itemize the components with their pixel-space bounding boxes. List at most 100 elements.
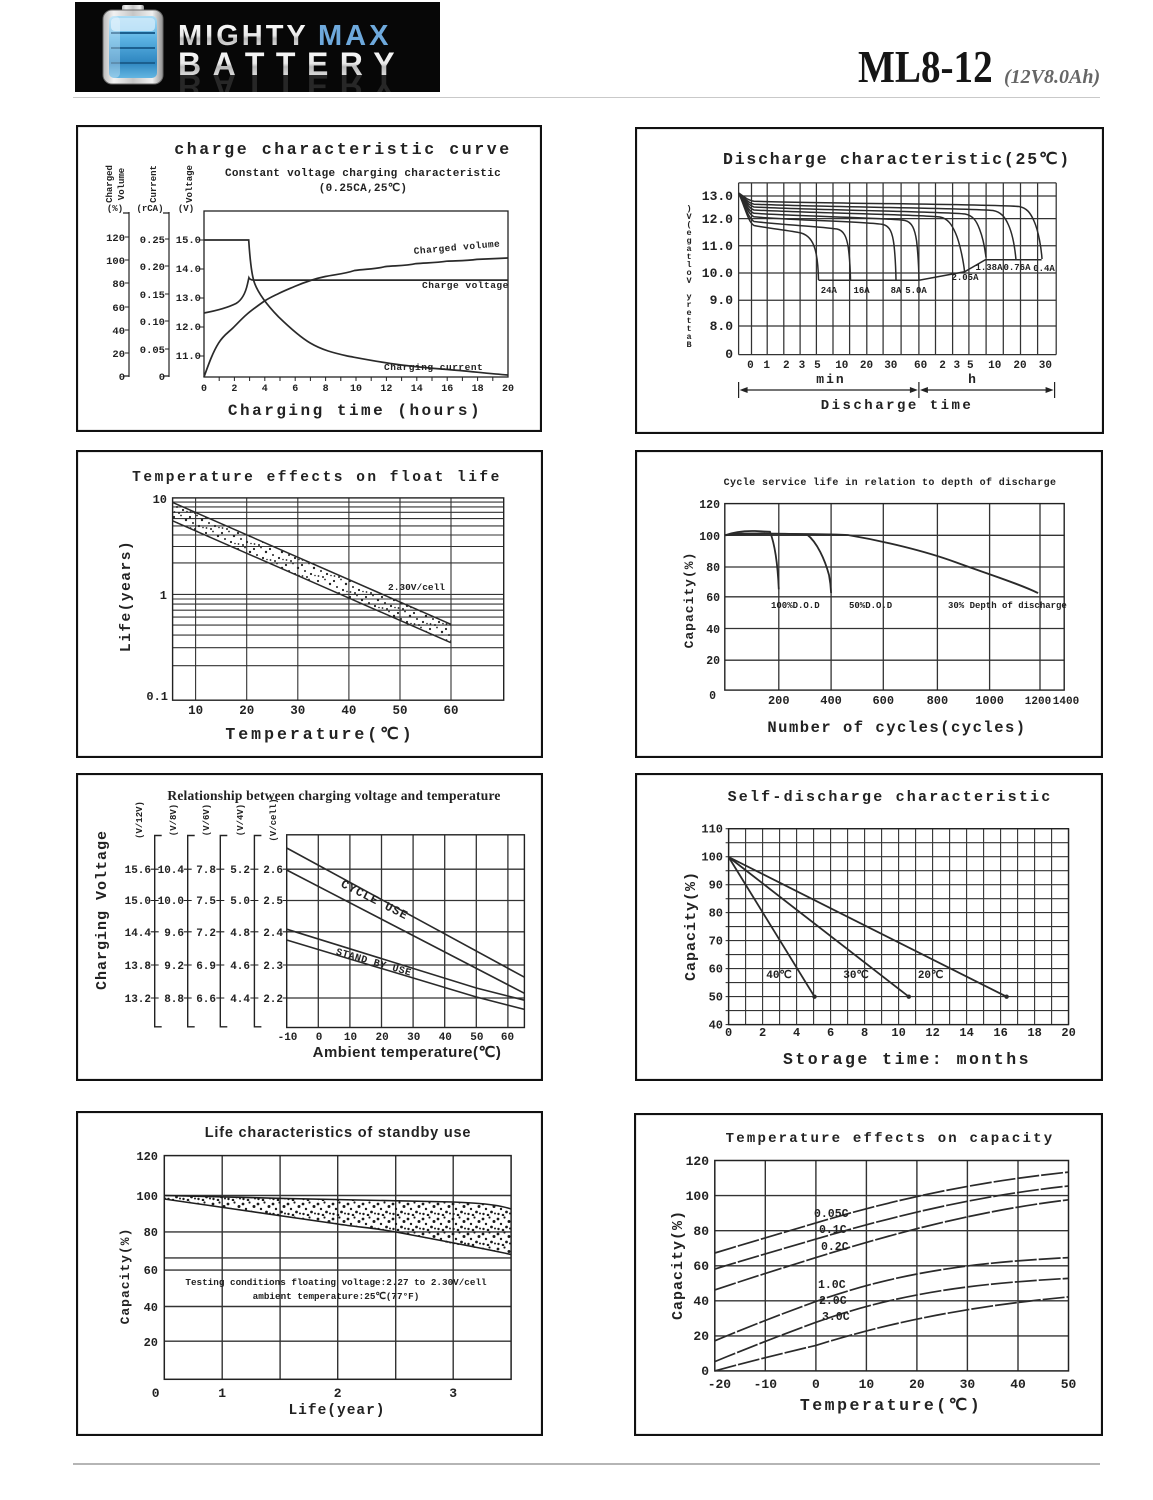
svg-text:0: 0 [709,690,716,703]
svg-text:10.0: 10.0 [702,266,733,281]
svg-text:20: 20 [502,384,514,395]
svg-text:80: 80 [706,562,720,575]
svg-text:20: 20 [1061,1026,1075,1040]
svg-text:80: 80 [144,1226,158,1240]
svg-text:Discharge characteristic(25℃): Discharge characteristic(25℃) [723,150,1071,169]
svg-text:0: 0 [152,1386,160,1401]
svg-text:4.4: 4.4 [230,994,250,1006]
svg-text:20: 20 [909,1377,925,1392]
svg-text:90: 90 [709,879,723,893]
svg-text:V: V [686,276,692,286]
svg-text:0.2C: 0.2C [821,1241,849,1254]
svg-text:0: 0 [201,384,207,395]
svg-text:2: 2 [334,1386,342,1401]
svg-text:2.5: 2.5 [263,896,283,908]
svg-text:2.3: 2.3 [263,961,283,973]
svg-text:24A: 24A [821,286,838,296]
svg-text:Volume: Volume [117,168,127,200]
svg-text:110: 110 [701,823,723,837]
svg-text:Charging Voltage: Charging Voltage [94,830,111,990]
svg-text:1: 1 [160,589,167,603]
svg-text:(V/8V): (V/8V) [169,804,179,836]
svg-text:g: g [686,236,691,246]
svg-text:9.2: 9.2 [164,961,184,973]
svg-text:6.9: 6.9 [196,961,216,973]
svg-text:(: ( [686,220,691,230]
svg-text:2.4: 2.4 [263,928,283,940]
svg-text:e: e [686,228,691,238]
svg-text:60: 60 [501,1032,514,1044]
svg-text:10.0: 10.0 [158,896,184,908]
svg-text:20: 20 [144,1336,158,1350]
svg-text:40: 40 [144,1301,158,1315]
svg-text:8: 8 [323,384,329,395]
svg-text:(V/4V): (V/4V) [236,804,246,836]
svg-text:80: 80 [112,279,125,291]
svg-text:Storage time: months: Storage time: months [783,1050,1031,1069]
svg-text:Charge voltage: Charge voltage [422,280,509,291]
svg-text:10.4: 10.4 [158,865,185,877]
svg-text:5: 5 [967,360,974,372]
svg-text:13.0: 13.0 [176,293,201,305]
svg-text:60: 60 [443,704,458,718]
svg-text:30: 30 [1039,360,1052,372]
svg-text:l: l [686,260,691,270]
svg-text:BATTERY: BATTERY [178,46,406,82]
svg-text:2: 2 [783,360,790,372]
svg-text:20: 20 [860,360,873,372]
svg-text:Charging time (hours): Charging time (hours) [228,402,482,420]
svg-text:13.0: 13.0 [702,189,733,204]
svg-text:a: a [686,244,691,254]
svg-text:y: y [686,292,691,302]
svg-text:20: 20 [239,704,254,718]
svg-text:(V): (V) [178,204,194,214]
svg-text:7.5: 7.5 [196,896,216,908]
svg-text:1.0C: 1.0C [818,1279,846,1292]
svg-text:11.0: 11.0 [702,239,733,254]
svg-text:Testing conditions floating vo: Testing conditions floating voltage:2.27… [185,1277,487,1288]
svg-text:2.0C: 2.0C [819,1295,847,1308]
svg-text:20: 20 [1013,360,1026,372]
svg-text:100%D.O.D: 100%D.O.D [771,601,820,611]
svg-text:ambient temperature:25℃(77°F): ambient temperature:25℃(77°F) [253,1291,420,1302]
svg-text:60: 60 [709,963,723,977]
svg-text:t: t [686,316,691,326]
svg-text:4: 4 [262,384,268,395]
svg-text:3: 3 [953,360,960,372]
svg-text:50: 50 [470,1032,483,1044]
svg-text:3.0C: 3.0C [822,1311,850,1324]
svg-text:Charged: Charged [105,165,115,203]
svg-text:Ambient temperature(℃): Ambient temperature(℃) [313,1044,502,1061]
svg-text:(%): (%) [107,204,123,214]
svg-text:min: min [816,372,845,387]
svg-text:Constant voltage charging char: Constant voltage charging characteristic [225,168,501,180]
svg-text:2: 2 [759,1026,766,1040]
svg-text:15.6: 15.6 [125,865,151,877]
svg-text:40: 40 [709,1019,723,1033]
svg-text:(0.25CA,25℃): (0.25CA,25℃) [319,182,408,195]
svg-text:50: 50 [709,991,723,1005]
svg-text:2.2: 2.2 [263,994,283,1006]
svg-text:120: 120 [136,1150,158,1164]
svg-text:30℃: 30℃ [843,969,869,982]
svg-text:e: e [686,308,691,318]
svg-text:Capacity(%): Capacity(%) [682,552,697,649]
svg-text:11.0: 11.0 [176,351,201,363]
svg-text:14.4: 14.4 [125,928,152,940]
svg-text:30: 30 [290,704,305,718]
svg-text:800: 800 [927,694,949,708]
svg-text:16: 16 [441,384,453,395]
svg-text:1.38A: 1.38A [975,263,1003,273]
svg-text:12: 12 [925,1026,939,1040]
svg-text:80: 80 [693,1224,709,1239]
svg-text:Capacity(%): Capacity(%) [683,871,700,981]
svg-text:10: 10 [344,1032,357,1044]
svg-text:40: 40 [439,1032,452,1044]
svg-text:0.25: 0.25 [140,235,165,247]
svg-text:10: 10 [153,493,167,507]
svg-text:600: 600 [872,694,894,708]
svg-text:Temperature(℃): Temperature(℃) [225,725,414,744]
svg-text:Life characteristics of standb: Life characteristics of standby use [205,1125,472,1141]
svg-text:0: 0 [701,1364,709,1379]
svg-text:40: 40 [341,704,356,718]
